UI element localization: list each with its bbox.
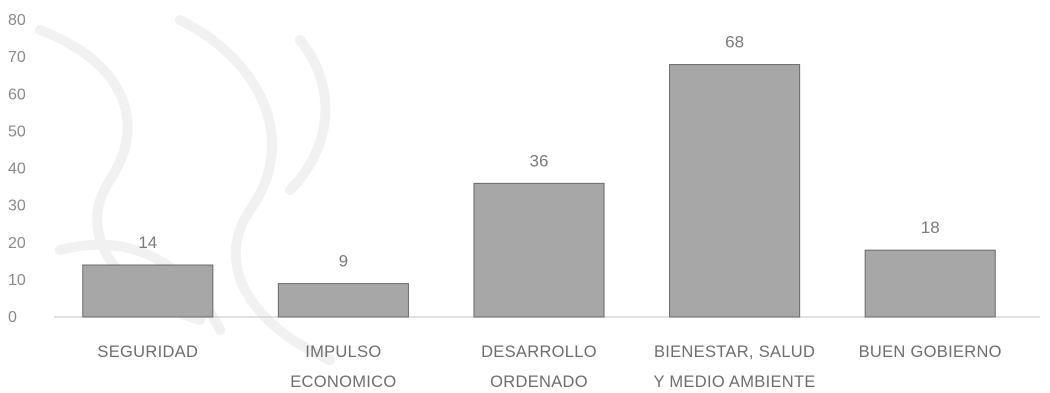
category-label: BIENESTAR, SALUD (654, 343, 815, 361)
data-label: 36 (530, 151, 549, 170)
data-label: 68 (725, 33, 744, 52)
category-label: Y MEDIO AMBIENTE (653, 373, 815, 391)
y-tick-label: 60 (8, 86, 26, 103)
y-tick-label: 80 (8, 12, 26, 29)
category-label: ORDENADO (490, 373, 588, 391)
category-labels: SEGURIDAD IMPULSO ECONOMICO DESARROLLO ORDEN… (97, 343, 1001, 391)
y-tick-label: 10 (8, 272, 26, 289)
y-tick-label: 40 (8, 161, 26, 178)
y-tick-label: 0 (8, 309, 17, 326)
y-axis: 0 10 20 30 40 50 60 70 80 (8, 12, 26, 326)
data-label: 18 (921, 218, 940, 237)
y-tick-label: 20 (8, 235, 26, 252)
category-label: ECONOMICO (290, 373, 396, 391)
y-tick-label: 30 (8, 198, 26, 215)
y-tick-label: 70 (8, 49, 26, 66)
bar (277, 283, 409, 318)
category-label: DESARROLLO (481, 343, 597, 361)
category-label: BUEN GOBIERNO (859, 343, 1002, 361)
data-label: 14 (138, 233, 157, 252)
data-labels: 14 9 36 68 18 (138, 33, 939, 271)
bar (473, 182, 605, 318)
category-label: SEGURIDAD (97, 343, 198, 361)
bar (82, 264, 214, 318)
bars (82, 64, 996, 318)
bar (864, 249, 996, 318)
data-label: 9 (339, 252, 348, 271)
category-label: IMPULSO (305, 343, 381, 361)
bar (669, 64, 801, 318)
y-tick-label: 50 (8, 123, 26, 140)
